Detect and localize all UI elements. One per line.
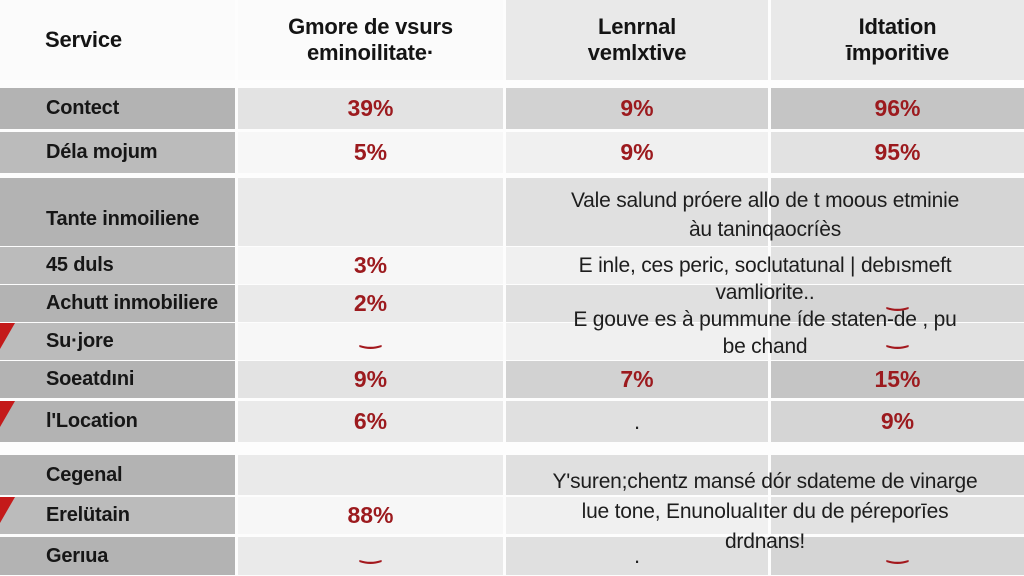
value-cell: 3% xyxy=(238,247,503,284)
row-label: Tante inmoiliene xyxy=(0,178,235,246)
note-tante: Vale salund próere allo de t moous etmin… xyxy=(506,186,1024,244)
row-label: Gerıua xyxy=(0,537,235,575)
note-line: be chand xyxy=(722,335,808,358)
tilde-mark: ‿ xyxy=(887,320,908,349)
header-service-label: Service xyxy=(45,27,122,52)
note-bottom: Y'suren;chentz mansé dór sdateme de vina… xyxy=(506,467,1024,557)
row-label: Contect xyxy=(0,88,235,129)
value-cell: 96% xyxy=(771,88,1024,129)
dot-mark: . xyxy=(506,401,768,442)
note-line: àu taninqaocríès xyxy=(688,218,842,241)
dot-mark: . xyxy=(506,537,768,575)
header-col4-line1: Idtation xyxy=(858,14,937,39)
table-row-contect: Contect 39% 9% 96% xyxy=(0,88,1024,129)
value-cell: 9% xyxy=(506,132,768,173)
row-label: Su·jore xyxy=(0,323,235,360)
value-cell-empty xyxy=(771,247,1024,284)
header-service: Service xyxy=(0,0,235,80)
header-col4-line2: īmporitive xyxy=(845,40,950,65)
value-cell-empty xyxy=(771,455,1024,495)
value-cell-empty xyxy=(771,497,1024,534)
table-row-dela-mojum: Déla mojum 5% 9% 95% xyxy=(0,132,1024,173)
value-cell-empty xyxy=(506,455,768,495)
row-label: Achutt inmobiliere xyxy=(0,285,235,322)
value-cell: 5% xyxy=(238,132,503,173)
note-line: Vale salund próere allo de t moous etmin… xyxy=(570,189,960,212)
header-col3-line2: vemlxtive xyxy=(587,40,687,65)
note-line: lue tone, Enunolualıter du de péreporīes xyxy=(581,500,949,523)
note-middle: E inle, ces peric, soclutatunal | debısm… xyxy=(506,252,1024,360)
value-cell-empty xyxy=(506,497,768,534)
value-cell: 7% xyxy=(506,361,768,398)
tilde-mark: ‿ xyxy=(360,534,381,564)
header-col3-line1: Lenrnal xyxy=(597,14,677,39)
value-cell: 2% xyxy=(238,285,503,322)
value-cell: 95% xyxy=(771,132,1024,173)
note-line: Y'suren;chentz mansé dór sdateme de vina… xyxy=(552,470,978,493)
value-cell-empty xyxy=(506,285,768,322)
table-row-erelutain: Erelütain 88% xyxy=(0,497,1024,534)
value-cell: 6% xyxy=(238,401,503,442)
value-cell: 9% xyxy=(238,361,503,398)
note-line: drdnans! xyxy=(724,530,806,553)
table-row-sujore: Su·jore ‿ ‿ xyxy=(0,320,1024,360)
row-label: Erelütain xyxy=(0,497,235,534)
value-cell: 39% xyxy=(238,88,503,129)
table-row-cegenal: Cegenal xyxy=(0,455,1024,495)
row-label: 45 duls xyxy=(0,247,235,284)
value-cell: 9% xyxy=(506,88,768,129)
value-cell-empty xyxy=(506,178,768,246)
tilde-mark: ‿ xyxy=(360,320,381,349)
header-col2-line1: Gmore de vsurs xyxy=(288,14,453,39)
table-header-row: Service Gmore de vsurs eminoilitate· Len… xyxy=(0,0,1024,80)
value-cell-empty xyxy=(506,247,768,284)
value-cell: 15% xyxy=(771,361,1024,398)
header-col3: Lenrnal vemlxtive xyxy=(506,0,768,80)
note-line: vamliorite.. xyxy=(715,281,815,304)
header-col2-line2: eminoilitate· xyxy=(307,40,434,65)
note-line: E inle, ces peric, soclutatunal | debısm… xyxy=(578,254,952,277)
table-row-tante-inmoiliene: Tante inmoiliene xyxy=(0,178,1024,246)
row-label: Cegenal xyxy=(0,455,235,495)
tilde-mark: ‿ xyxy=(887,534,908,564)
tilde-mark: ‿ xyxy=(887,282,908,311)
row-label: Soeatdıni xyxy=(0,361,235,398)
table-row-45-duls: 45 duls 3% xyxy=(0,247,1024,284)
value-cell-empty xyxy=(771,178,1024,246)
value-cell-empty xyxy=(238,455,503,495)
table-row-achutt-inmobiliere: Achutt inmobiliere 2% ‿ xyxy=(0,282,1024,322)
header-col4: Idtation īmporitive xyxy=(771,0,1024,80)
value-cell: 88% xyxy=(238,497,503,534)
note-line: E gouve es à pummune íde staten-de , pu xyxy=(573,308,957,331)
value-cell: 9% xyxy=(771,401,1024,442)
table-row-soeatdini: Soeatdıni 9% 7% 15% xyxy=(0,361,1024,398)
row-label: l'Location xyxy=(0,401,235,442)
table-row-location: l'Location 6% . 9% xyxy=(0,401,1024,442)
row-label: Déla mojum xyxy=(0,132,235,173)
value-cell-empty xyxy=(238,178,503,246)
value-cell-empty xyxy=(506,323,768,360)
table-row-gerua: Gerıua ‿ . ‿ xyxy=(0,534,1024,575)
header-col2: Gmore de vsurs eminoilitate· xyxy=(238,0,503,80)
